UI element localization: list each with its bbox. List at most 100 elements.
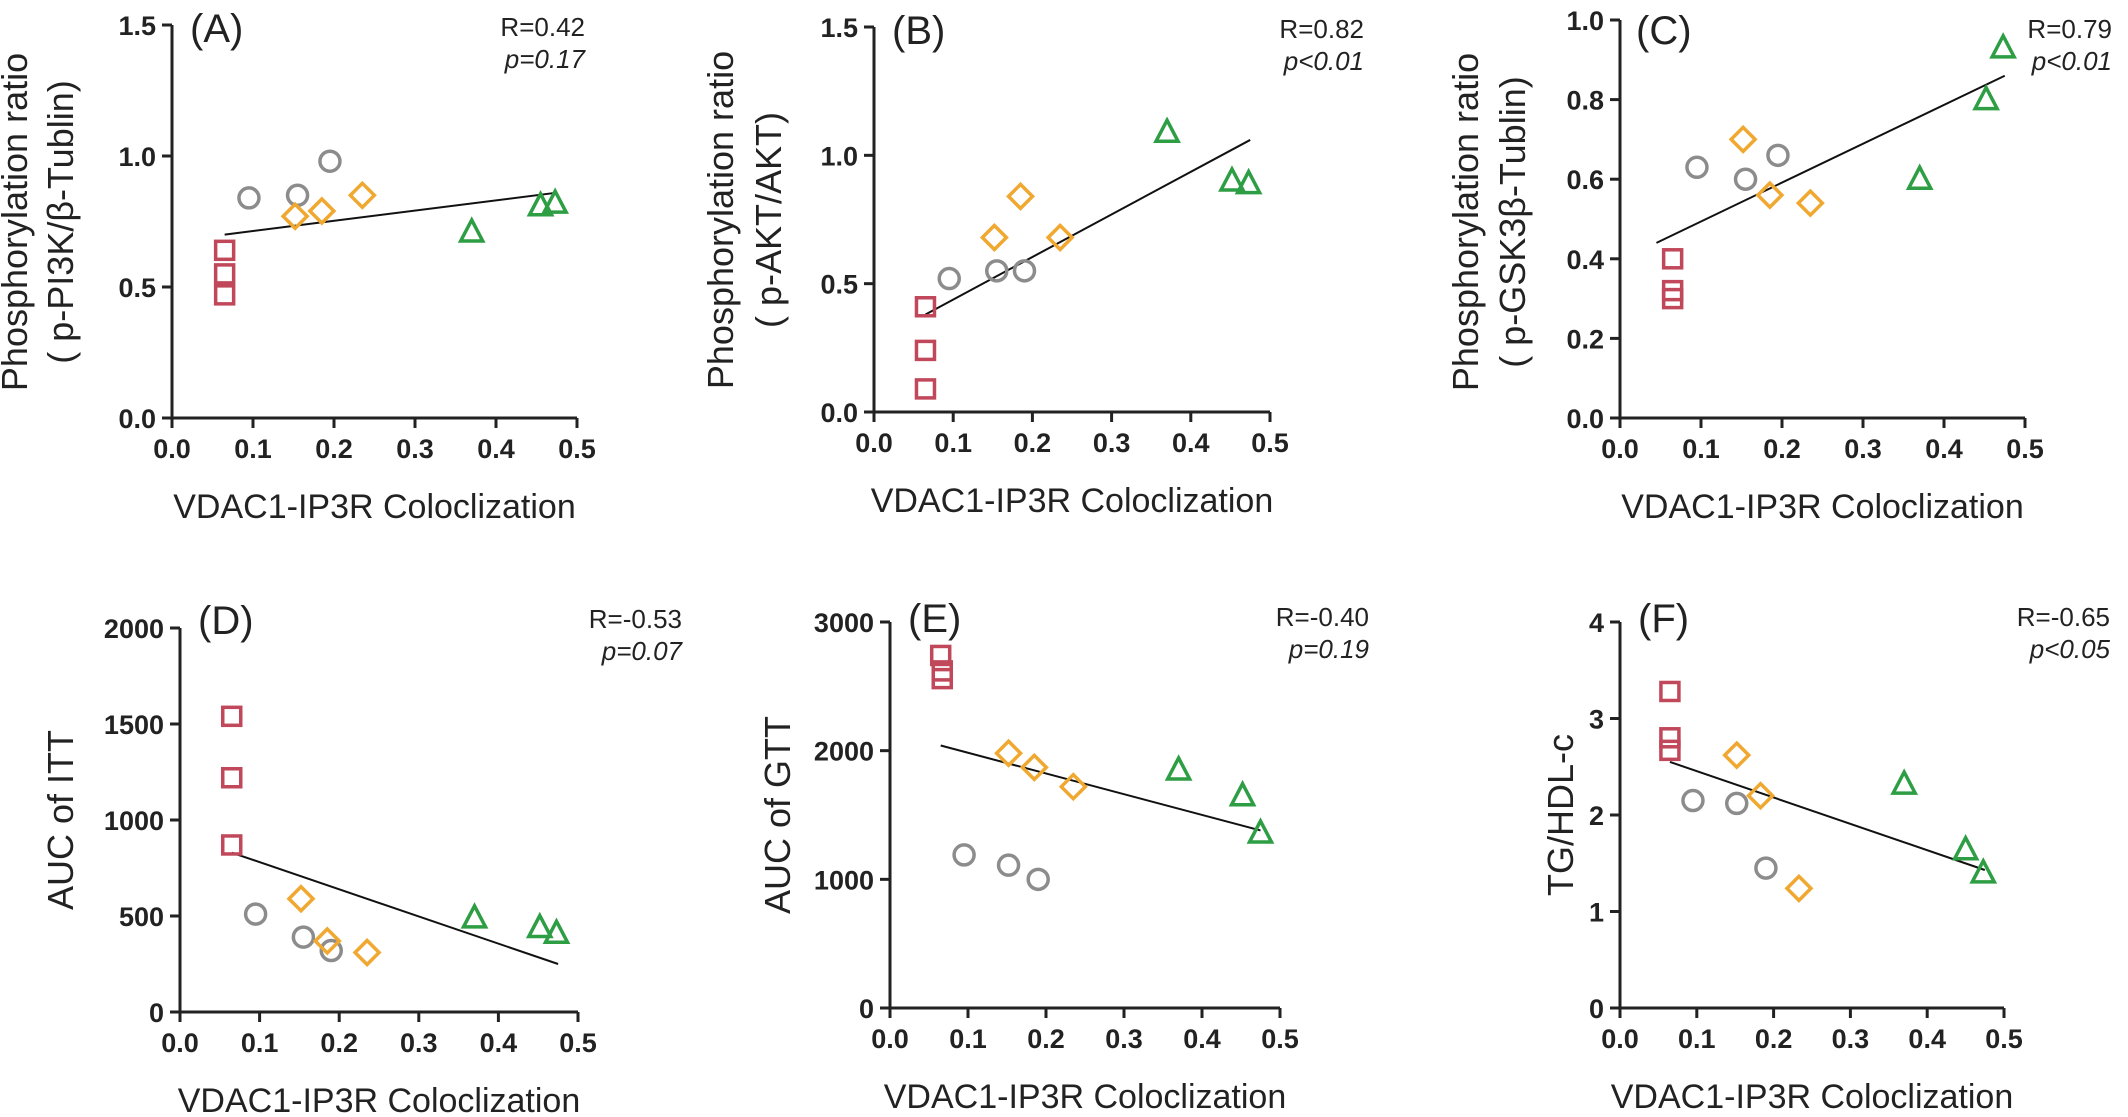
diamond-point xyxy=(994,738,1024,768)
y-tick-label: 0 xyxy=(1589,994,1604,1024)
y-tick-label: 0.4 xyxy=(1566,245,1604,275)
y-tick-label: 0.0 xyxy=(1566,404,1604,434)
triangle-point xyxy=(1951,833,1980,861)
r-value: R=0.82 xyxy=(1279,14,1364,44)
y-tick-label: 0.0 xyxy=(820,398,858,428)
triangle-point xyxy=(1246,817,1275,844)
x-tick-label: 0.0 xyxy=(153,434,191,464)
square-point xyxy=(931,667,954,690)
diamond-point xyxy=(1728,124,1758,154)
diamond-point xyxy=(1045,222,1075,252)
square-point xyxy=(213,239,236,262)
diamond-point xyxy=(286,884,316,914)
x-tick-label: 0.3 xyxy=(1105,1024,1143,1054)
diamond-point xyxy=(1058,772,1088,802)
diamond-point xyxy=(352,938,382,967)
circle-point xyxy=(285,183,310,208)
x-tick-label: 0.0 xyxy=(871,1024,909,1054)
y-tick-label: 1 xyxy=(1589,898,1604,928)
triangle-point xyxy=(525,911,554,939)
triangle-point xyxy=(1164,754,1193,781)
y-axis-title: AUC of GTT xyxy=(757,716,798,914)
y-tick-label: 1500 xyxy=(104,710,164,740)
x-axis-title: VDAC1-IP3R Coloclization xyxy=(871,482,1274,520)
x-tick-label: 0.2 xyxy=(1763,434,1801,464)
chart-panel-b: 0.0 0.1 0.2 0.3 0.4 0.5 0.0 0.5 1.0 1.5 VDAC1-IP3R… xyxy=(700,9,1364,520)
y-tick-label: 3 xyxy=(1589,705,1604,735)
diamond-point xyxy=(979,222,1009,252)
y-tick-label: 1.5 xyxy=(820,13,858,43)
circle-point xyxy=(237,186,261,210)
diamond-point xyxy=(1006,181,1035,211)
x-axis-title: VDAC1-IP3R Coloclization xyxy=(178,1082,581,1117)
square-point xyxy=(1659,680,1681,703)
circle-point xyxy=(1026,867,1050,892)
square-point xyxy=(220,834,243,856)
r-value: R=0.42 xyxy=(500,12,585,42)
x-tick-label: 0.4 xyxy=(480,1028,518,1058)
x-tick-label: 0.1 xyxy=(949,1024,987,1054)
regression-line xyxy=(224,191,557,236)
x-tick-label: 0.2 xyxy=(1755,1024,1793,1054)
y-tick-label: 1.0 xyxy=(118,142,156,172)
circle-point xyxy=(319,938,343,963)
circle-point xyxy=(996,853,1021,877)
x-tick-label: 0.5 xyxy=(558,434,596,464)
regression-line xyxy=(940,744,1261,832)
x-tick-label: 0.2 xyxy=(320,1028,358,1058)
x-tick-label: 0.4 xyxy=(1172,428,1210,458)
square-point xyxy=(1659,739,1681,762)
x-tick-label: 0.5 xyxy=(1985,1024,2023,1054)
p-value: p<0.01 xyxy=(1283,46,1364,76)
x-tick-label: 0.3 xyxy=(1093,428,1131,458)
diamond-point xyxy=(1795,188,1825,218)
p-value: p<0.01 xyxy=(2031,46,2112,76)
regression-line xyxy=(1669,760,1986,871)
y-tick-label: 4 xyxy=(1589,608,1604,638)
square-point xyxy=(914,296,937,318)
square-point xyxy=(220,767,243,789)
y-tick-label: 0.0 xyxy=(118,404,156,434)
x-tick-label: 0.0 xyxy=(161,1028,199,1058)
triangle-point xyxy=(1218,165,1246,192)
panel-label: (B) xyxy=(892,9,945,53)
circle-point xyxy=(1733,167,1758,191)
y-tick-label: 0.2 xyxy=(1566,324,1604,354)
chart-panel-d: 0.0 0.1 0.2 0.3 0.4 0.5 0 500 1000 1500 2000 VDAC1-… xyxy=(40,599,684,1117)
y-tick-label: 1.0 xyxy=(820,141,858,171)
panel-label: (D) xyxy=(198,599,254,643)
x-tick-label: 0.3 xyxy=(1844,434,1882,464)
circle-point xyxy=(318,149,342,173)
square-point xyxy=(220,705,243,728)
y-tick-label: 2000 xyxy=(104,614,164,644)
circle-point xyxy=(243,902,268,926)
p-value: p=0.07 xyxy=(601,636,684,666)
triangle-point xyxy=(526,190,555,217)
triangle-point xyxy=(1890,768,1919,795)
x-axis-title: VDAC1-IP3R Coloclization xyxy=(1621,488,2024,526)
x-tick-label: 0.4 xyxy=(1183,1024,1221,1054)
circle-point xyxy=(1685,155,1709,180)
y-axis-title: AUC of ITT xyxy=(40,730,81,910)
x-tick-label: 0.0 xyxy=(1601,1024,1639,1054)
y-axis-title: ( p-PI3K/β-Tublin) xyxy=(40,80,81,363)
x-tick-label: 0.5 xyxy=(2006,434,2044,464)
circle-point xyxy=(937,266,961,291)
x-tick-label: 0.1 xyxy=(234,434,272,464)
y-tick-label: 0.5 xyxy=(118,273,156,303)
x-tick-label: 0.0 xyxy=(1601,434,1639,464)
circle-point xyxy=(291,925,316,949)
x-axis-title: VDAC1-IP3R Coloclization xyxy=(1611,1078,2014,1116)
square-point xyxy=(213,284,236,306)
y-tick-label: 1000 xyxy=(814,865,874,895)
x-tick-label: 0.1 xyxy=(1678,1024,1716,1054)
square-point xyxy=(1659,727,1681,749)
triangle-point xyxy=(1905,163,1934,190)
square-point xyxy=(914,378,937,400)
diamond-point xyxy=(307,196,337,226)
diamond-point xyxy=(280,201,310,231)
triangle-point xyxy=(541,187,570,214)
square-point xyxy=(929,644,952,667)
x-tick-label: 0.3 xyxy=(1832,1024,1870,1054)
x-tick-label: 0.3 xyxy=(396,434,434,464)
